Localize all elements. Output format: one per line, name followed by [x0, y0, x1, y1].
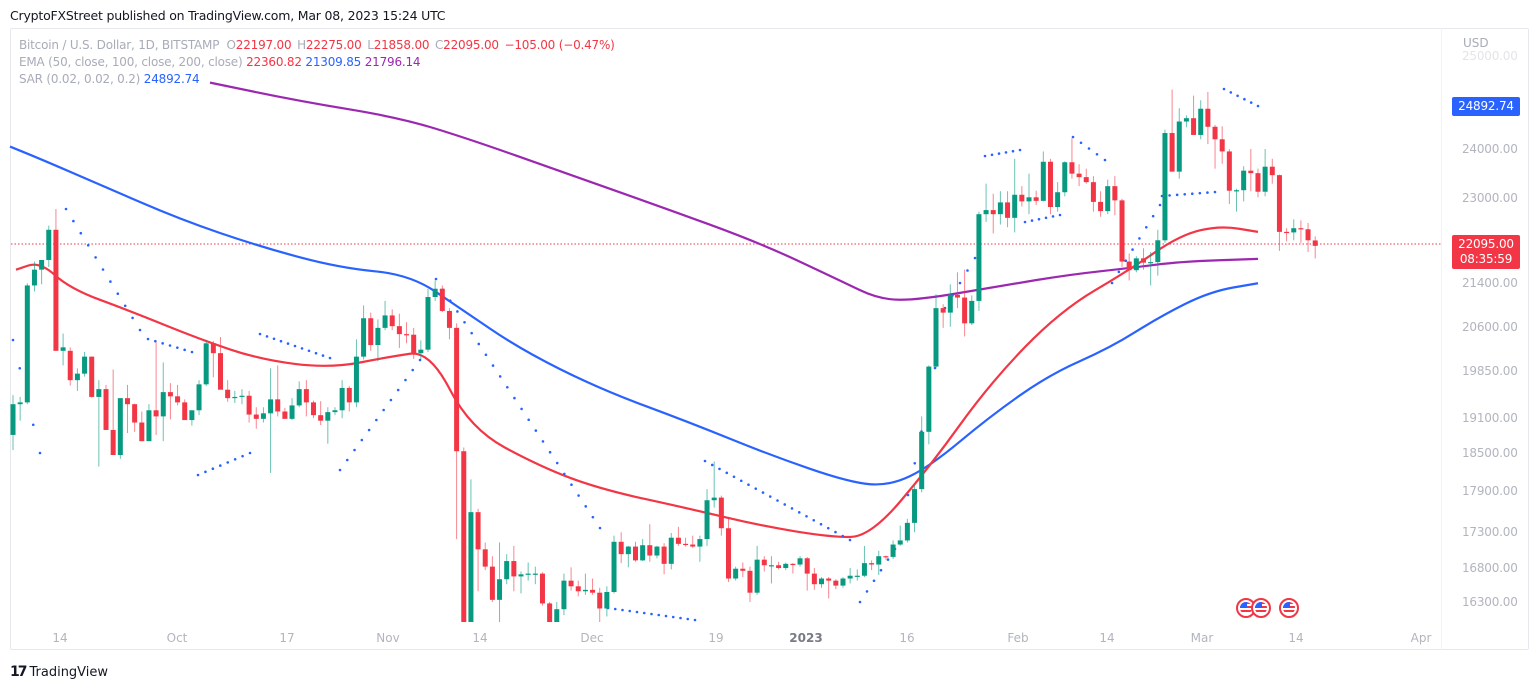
price-tick: 23000.00 [1462, 191, 1518, 205]
footer: 17 TradingView [10, 664, 108, 680]
time-tick: 14 [1099, 631, 1115, 645]
candlesticks [10, 89, 1318, 622]
tradingview-logo-icon: 17 [10, 664, 28, 680]
time-tick: 2023 [789, 631, 823, 645]
time-tick: 14 [52, 631, 68, 645]
ema-label: EMA (50, close, 100, close, 200, close) [19, 55, 243, 69]
ema50-value: 22360.82 [246, 55, 302, 69]
sar-row[interactable]: SAR (0.02, 0.02, 0.2) 24892.74 [19, 71, 615, 88]
us-flag-event-icon[interactable] [1279, 598, 1299, 618]
sar-label: SAR (0.02, 0.02, 0.2) [19, 72, 141, 86]
time-tick: Mar [1190, 631, 1214, 645]
price-tick: 19850.00 [1462, 364, 1518, 378]
bar-countdown: 08:35:59 [1459, 252, 1513, 266]
last-price-value: 22095.00 [1458, 237, 1514, 251]
time-tick: 19 [708, 631, 724, 645]
ema100-value: 21309.85 [305, 55, 362, 69]
low-label: L [367, 38, 374, 52]
price-tick: 16800.00 [1462, 561, 1518, 575]
price-tick: 17300.00 [1462, 525, 1518, 539]
parabolic-sar-dots [11, 87, 1260, 622]
time-tick: Apr [1410, 631, 1432, 645]
price-tick: 18500.00 [1462, 446, 1518, 460]
brand-name: TradingView [29, 664, 109, 680]
price-tick: 21400.00 [1462, 276, 1518, 290]
chart-frame [10, 28, 1529, 650]
change-value: −105.00 (−0.47%) [504, 38, 615, 52]
open-value: 22197.00 [235, 38, 292, 52]
high-value: 22275.00 [305, 38, 362, 52]
time-tick: Dec [580, 631, 604, 645]
time-tick: 17 [279, 631, 295, 645]
publish-line: CryptoFXStreet published on TradingView.… [10, 8, 446, 23]
open-label: O [226, 38, 236, 52]
chart-legend: Bitcoin / U.S. Dollar, 1D, BITSTAMP O221… [19, 37, 615, 88]
ema-200-line [209, 81, 1259, 301]
sar-price-tag: 24892.74 [1452, 97, 1520, 116]
price-axis-separator [1441, 28, 1442, 650]
time-tick: 14 [472, 631, 488, 645]
time-tick: 14 [1288, 631, 1304, 645]
ema-row[interactable]: EMA (50, close, 100, close, 200, close) … [19, 54, 615, 71]
ema-100-line [9, 145, 1259, 486]
close-label: C [434, 38, 444, 52]
time-tick: Nov [376, 631, 400, 645]
symbol-name[interactable]: Bitcoin / U.S. Dollar, 1D, BITSTAMP [19, 38, 220, 52]
currency-label: USD [1463, 36, 1489, 50]
low-value: 21858.00 [373, 38, 430, 52]
price-tick: 17900.00 [1462, 484, 1518, 498]
sar-value: 24892.74 [143, 72, 200, 86]
price-tick: 19100.00 [1462, 411, 1518, 425]
ema-50-line [15, 226, 1259, 539]
high-label: H [297, 38, 306, 52]
time-tick: Feb [1007, 631, 1029, 645]
last-price-tag: 22095.00 08:35:59 [1452, 235, 1520, 269]
time-tick: Oct [166, 631, 188, 645]
time-tick: 16 [899, 631, 915, 645]
price-tick: 24000.00 [1462, 142, 1518, 156]
us-flag-event-icon[interactable] [1251, 598, 1271, 618]
price-tick: 20600.00 [1462, 320, 1518, 334]
close-value: 22095.00 [443, 38, 499, 52]
price-tick: 16300.00 [1462, 595, 1518, 609]
ema200-value: 21796.14 [364, 55, 421, 69]
symbol-ohlc-row: Bitcoin / U.S. Dollar, 1D, BITSTAMP O221… [19, 37, 615, 54]
price-tick: 25000.00 [1462, 49, 1518, 63]
